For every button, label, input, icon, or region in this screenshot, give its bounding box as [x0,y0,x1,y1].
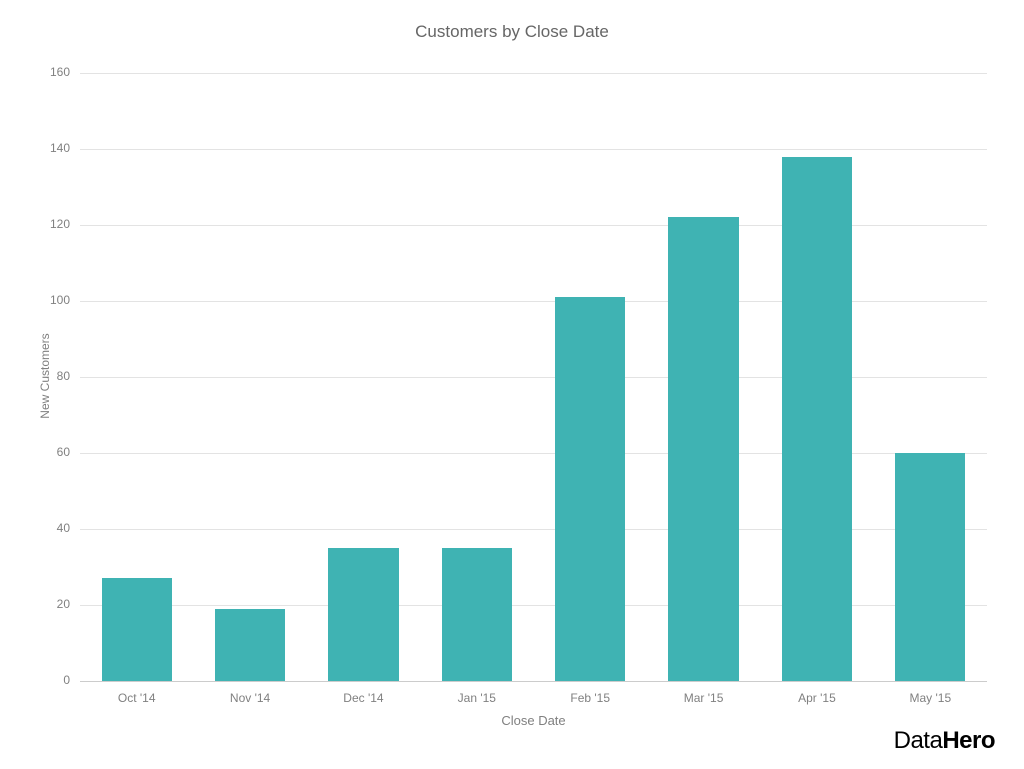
bar[interactable] [668,217,738,681]
x-tick-label: Nov '14 [200,691,300,705]
y-tick-label: 160 [40,65,70,79]
bar[interactable] [102,578,172,681]
bar[interactable] [782,157,852,681]
bar[interactable] [328,548,398,681]
y-tick-label: 20 [40,597,70,611]
gridline [80,149,987,150]
chart-container: Customers by Close Date New Customers Cl… [0,0,1024,769]
bar[interactable] [215,609,285,681]
x-tick-label: Mar '15 [654,691,754,705]
x-tick-label: Oct '14 [87,691,187,705]
x-tick-label: Jan '15 [427,691,527,705]
y-tick-label: 80 [40,369,70,383]
x-tick-label: May '15 [880,691,980,705]
y-tick-label: 120 [40,217,70,231]
logo-text-light: Data [894,727,943,754]
y-tick-label: 60 [40,445,70,459]
gridline [80,73,987,74]
bar[interactable] [442,548,512,681]
datahero-logo: DataHero [894,727,995,755]
y-tick-label: 40 [40,521,70,535]
y-tick-label: 100 [40,293,70,307]
baseline [80,681,987,682]
x-tick-label: Apr '15 [767,691,867,705]
chart-title: Customers by Close Date [0,22,1024,42]
x-tick-label: Dec '14 [313,691,413,705]
x-axis-label: Close Date [474,713,594,728]
x-tick-label: Feb '15 [540,691,640,705]
bar[interactable] [555,297,625,681]
logo-text-bold: Hero [942,727,995,754]
bar[interactable] [895,453,965,681]
y-tick-label: 0 [40,673,70,687]
y-tick-label: 140 [40,141,70,155]
